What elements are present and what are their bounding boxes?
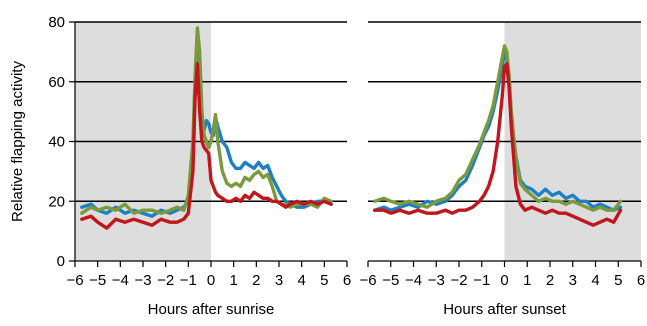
panel-left-x-tick-label: −4: [112, 272, 129, 289]
panel-left-x-tick-label: −2: [157, 272, 174, 289]
panel-left-x-tick-label: −3: [134, 272, 151, 289]
panel-left-series-line-2: [80, 62, 333, 230]
panel-left-x-tick-label: −6: [66, 272, 83, 289]
panel-left-x-axis-label: Hours after sunrise: [148, 301, 275, 318]
panel-right-x-tick-label: 5: [614, 272, 622, 289]
panel-left-y-tick-label: 20: [48, 193, 65, 210]
panel-left-y-tick-label: 60: [48, 74, 65, 91]
panel-right-x-tick-label: 4: [591, 272, 599, 289]
panel-left-x-tick-label: −5: [89, 272, 106, 289]
panel-left-y-tick-label: 40: [48, 134, 65, 151]
panel-right-x-tick-label: 1: [523, 272, 531, 289]
panel-right-x-tick-label: −4: [405, 272, 422, 289]
panel-left-x-tick-label: 5: [320, 272, 328, 289]
panel-right-x-tick-label: −3: [428, 272, 445, 289]
panel-right-x-axis-label: Hours after sunset: [443, 301, 566, 318]
panel-left-y-tick-label: 0: [57, 253, 65, 270]
panel-right-x-tick-label: 2: [546, 272, 554, 289]
panel-left-x-tick-label: 3: [275, 272, 283, 289]
panel-right-x-tick-label: −6: [359, 272, 376, 289]
panel-right-x-tick-label: −2: [450, 272, 467, 289]
panel-left-y-axis-label: Relative flapping activity: [9, 61, 26, 222]
panel-right-x-tick-label: −1: [473, 272, 490, 289]
panel-right-x-tick-label: −5: [382, 272, 399, 289]
panel-left-x-tick-label: 0: [207, 272, 215, 289]
panel-right-series-line-1: [373, 44, 623, 212]
panel-right-x-tick-label: 0: [500, 272, 508, 289]
panel-left-x-tick-label: −1: [180, 272, 197, 289]
panel-left-x-tick-label: 4: [297, 272, 305, 289]
panel-left-x-tick-label: 2: [252, 272, 260, 289]
panel-right-x-tick-label: 6: [637, 272, 645, 289]
panel-left-x-tick-label: 6: [343, 272, 351, 289]
panel-left-y-tick-label: 80: [48, 14, 65, 31]
panel-right-x-tick-label: 3: [569, 272, 577, 289]
panel-left-x-tick-label: 1: [229, 272, 237, 289]
panel-right-series-line-2: [373, 62, 623, 227]
